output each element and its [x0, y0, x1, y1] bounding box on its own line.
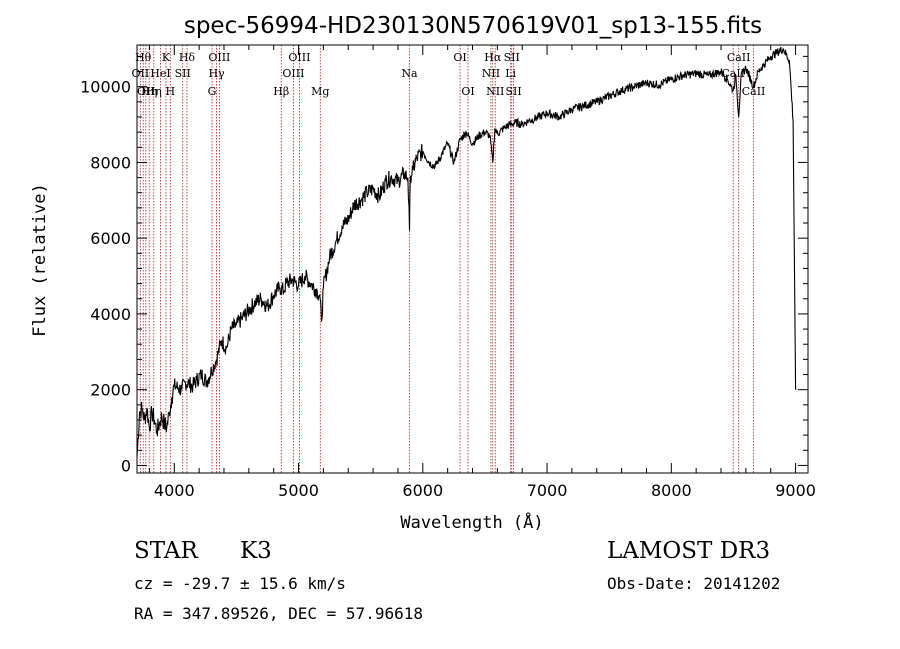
line-label: OIII — [282, 67, 304, 80]
y-tick-label: 8000 — [90, 153, 131, 172]
line-label: OII — [137, 85, 155, 98]
line-label: SII — [504, 51, 520, 64]
line-label: H — [166, 85, 176, 98]
line-label: Hγ — [208, 67, 225, 80]
line-label: OIII — [288, 51, 310, 64]
line-label: Hβ — [273, 85, 289, 98]
line-label: Hδ — [179, 51, 196, 64]
line-label: Hη — [146, 85, 162, 98]
line-label: OIII — [208, 51, 230, 64]
velocity-readout: cz = -29.7 ± 15.6 km/s — [134, 574, 346, 593]
line-label: Na — [401, 67, 418, 80]
x-tick-label: 6000 — [402, 481, 443, 500]
line-label: HeI — [150, 67, 170, 80]
x-tick-label: 4000 — [154, 481, 195, 500]
emission-line-markers — [139, 45, 754, 473]
y-tick-label: 4000 — [90, 305, 131, 324]
line-label: Mg — [311, 85, 329, 98]
x-tick-label: 9000 — [775, 481, 816, 500]
x-axis-label: Wavelength (Å) — [400, 511, 543, 533]
x-tick-label: 8000 — [651, 481, 692, 500]
x-tick-label: 7000 — [527, 481, 568, 500]
spectrum-series-line — [136, 47, 797, 458]
plot-frame — [136, 44, 809, 474]
y-tick-label: 2000 — [90, 381, 131, 400]
obs-date: Obs-Date: 20141202 — [607, 574, 781, 593]
line-label: CaII — [742, 85, 766, 98]
line-label: SII — [175, 67, 191, 80]
y-axis-label: Flux (relative) — [30, 183, 50, 337]
object-class: STAR — [134, 538, 198, 564]
y-tick-label: 0 — [121, 456, 131, 475]
line-label: OI — [453, 51, 466, 64]
coordinates-readout: RA = 347.89526, DEC = 57.96618 — [134, 604, 423, 623]
line-label: NII — [486, 85, 504, 98]
y-tick-label: 10000 — [80, 78, 131, 97]
line-label: SII — [506, 85, 522, 98]
line-label: NII — [482, 67, 500, 80]
chart-title: spec-56994-HD230130N570619V01_sp13-155.f… — [184, 13, 762, 39]
line-label: Hα — [484, 51, 502, 64]
y-tick-label: 6000 — [90, 229, 131, 248]
x-axis-ticks: 4000 5000 6000 7000 8000 9000 — [148, 45, 816, 500]
subclass: K3 — [240, 538, 272, 564]
line-label: Hθ — [135, 51, 152, 64]
survey-name: LAMOST DR3 — [607, 538, 771, 564]
line-label: OI — [461, 85, 474, 98]
line-label: K — [162, 51, 171, 64]
x-tick-label: 5000 — [278, 481, 319, 500]
line-label: CaII — [727, 51, 751, 64]
line-label: OII — [131, 67, 149, 80]
y-axis-ticks: 0 2000 4000 6000 8000 10000 — [80, 55, 808, 475]
line-label: Li — [505, 67, 516, 80]
line-label: G — [208, 85, 217, 98]
emission-line-labels: OIIHθOIIHηHηHeIKHSIIHδGHγOIIIHβOIIIOIIIM… — [131, 51, 765, 98]
line-label: Hη — [141, 85, 157, 98]
